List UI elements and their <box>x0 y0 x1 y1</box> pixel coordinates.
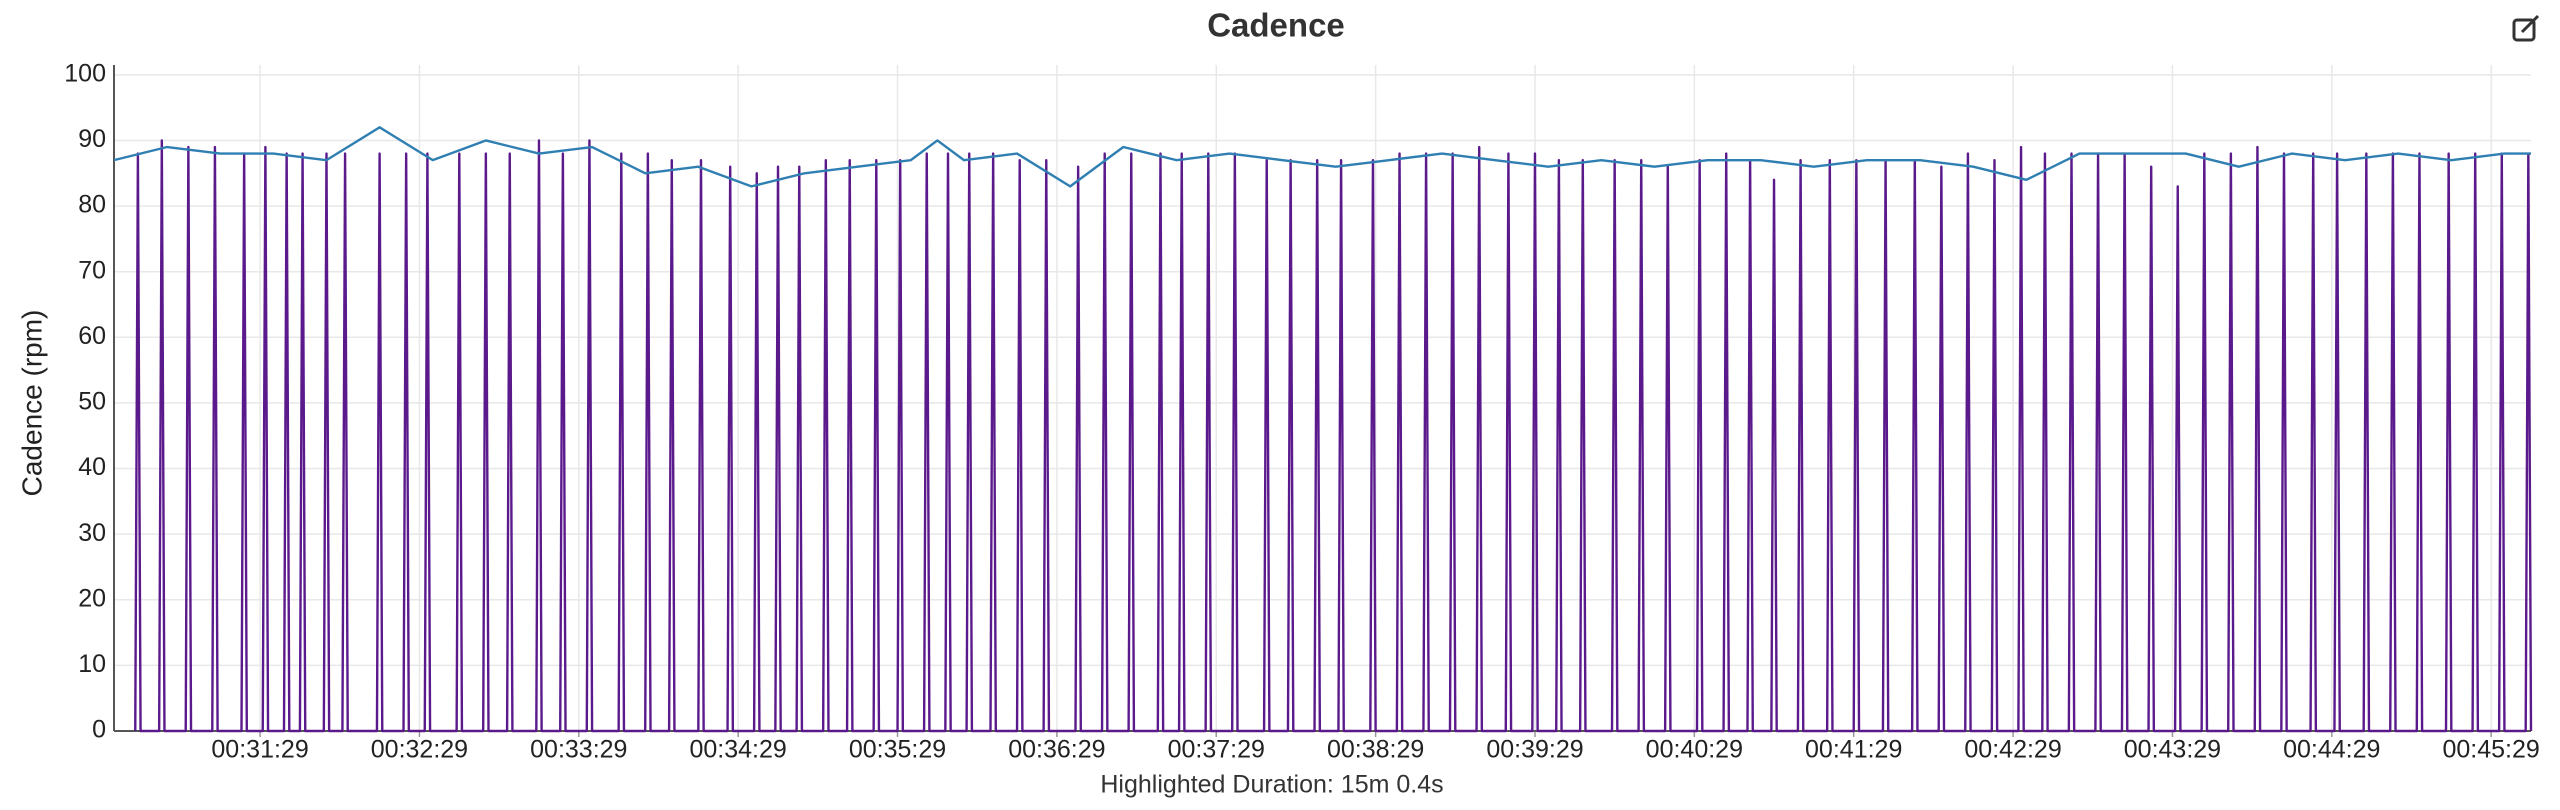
x-tick-label: 00:42:29 <box>1964 736 2061 764</box>
y-tick-label: 90 <box>78 125 106 153</box>
series-line <box>134 139 2533 733</box>
x-tick-label: 00:31:29 <box>211 736 308 764</box>
series-line <box>113 126 2531 188</box>
x-tick-label: 00:40:29 <box>1646 736 1743 764</box>
x-tick-label: 00:34:29 <box>690 736 787 764</box>
y-tick-label: 0 <box>92 716 106 744</box>
edit-icon-box <box>2512 18 2536 42</box>
y-tick-label: 70 <box>78 256 106 284</box>
x-tick-label: 00:33:29 <box>530 736 627 764</box>
edit-icon-arrow <box>2520 14 2540 34</box>
y-axis-label: Cadence (rpm) <box>16 310 47 497</box>
y-tick-label: 10 <box>78 650 106 678</box>
y-tick-label: 40 <box>78 453 106 481</box>
x-tick-label: 00:35:29 <box>849 736 946 764</box>
x-tick-label: 00:45:29 <box>2442 736 2539 764</box>
x-tick-label: 00:36:29 <box>1008 736 1105 764</box>
y-tick-label: 30 <box>78 519 106 547</box>
y-tick-label: 100 <box>64 59 106 87</box>
y-tick-label: 80 <box>78 191 106 219</box>
chart-title: Cadence <box>1207 7 1345 44</box>
y-tick-label: 20 <box>78 584 106 612</box>
x-tick-label: 00:37:29 <box>1168 736 1265 764</box>
edit-icon[interactable] <box>2512 14 2540 42</box>
x-tick-label: 00:44:29 <box>2283 736 2380 764</box>
y-tick-label: 50 <box>78 388 106 416</box>
x-tick-label: 00:43:29 <box>2124 736 2221 764</box>
footer: Highlighted Duration: 15m 0.4s <box>1100 771 1443 799</box>
x-tick-label: 00:32:29 <box>371 736 468 764</box>
x-tick-label: 00:41:29 <box>1805 736 1902 764</box>
x-tick-label: 00:38:29 <box>1327 736 1424 764</box>
x-tick-label: 00:39:29 <box>1486 736 1583 764</box>
y-tick-label: 60 <box>78 322 106 350</box>
